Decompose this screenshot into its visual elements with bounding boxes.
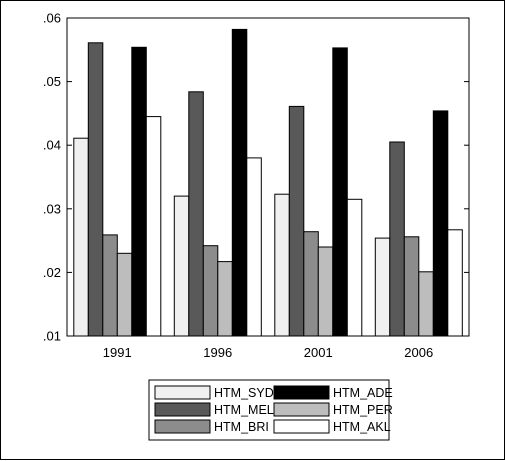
bar-htm-per-2006 (418, 271, 434, 337)
bar-htm-ade-2006 (432, 110, 449, 337)
bar-htm-ade-2001 (332, 47, 348, 337)
bar-htm-mel-1996 (188, 91, 204, 337)
y-tick-label: .05 (43, 74, 61, 89)
y-tick-label: .06 (43, 11, 61, 26)
bar-htm-per-2001 (317, 246, 334, 337)
legend: HTM_SYD HTM_ADE HTM_MEL HTM_PER HTM_BRI HTM_A… (148, 379, 393, 441)
bar-htm-per-1996 (217, 261, 233, 337)
y-tick-label: .01 (43, 329, 61, 344)
bar-htm-akl-1996 (246, 157, 262, 337)
plot-area (66, 17, 470, 337)
legend-swatch-htm-mel (154, 402, 211, 417)
bar-htm-bri-2001 (303, 231, 319, 337)
legend-swatch-htm-bri (154, 419, 211, 434)
legend-label-htm-akl: HTM_AKL (333, 420, 391, 434)
legend-swatch-htm-per (273, 402, 330, 417)
bar-htm-ade-1991 (131, 46, 147, 337)
bar-htm-syd-2001 (274, 193, 290, 337)
x-tick-label: 2001 (304, 345, 333, 360)
bar-htm-syd-1991 (73, 137, 89, 337)
bar-htm-per-1991 (116, 252, 133, 337)
bar-htm-akl-2006 (447, 229, 463, 337)
bar-htm-mel-2006 (389, 141, 405, 337)
bar-htm-mel-1991 (87, 42, 104, 337)
bar-htm-bri-1991 (102, 234, 118, 337)
x-tick-label: 1996 (203, 345, 232, 360)
axes-layer: .01 .02 .03 .04 .05 .06 1991 1996 2001 2006 (43, 11, 469, 360)
bar-htm-syd-2006 (374, 237, 391, 337)
bar-htm-akl-1991 (145, 116, 162, 337)
legend-swatch-htm-akl (273, 419, 330, 434)
y-tick-label: .02 (43, 265, 61, 280)
bar-htm-mel-2001 (288, 105, 305, 337)
legend-label-htm-syd: HTM_SYD (214, 386, 274, 400)
legend-swatch-htm-ade (273, 385, 330, 400)
y-tick-label: .03 (43, 201, 61, 216)
legend-label-htm-mel: HTM_MEL (214, 403, 274, 417)
legend-swatch-htm-syd (154, 385, 211, 400)
x-tick-label: 2006 (404, 345, 433, 360)
bar-htm-ade-1996 (231, 28, 248, 337)
legend-label-htm-bri: HTM_BRI (214, 420, 269, 434)
bar-htm-syd-1996 (173, 195, 190, 337)
bars-layer (73, 28, 463, 337)
bar-htm-bri-2006 (403, 236, 420, 337)
x-tick-label: 1991 (103, 345, 132, 360)
bar-htm-akl-2001 (346, 198, 363, 337)
legend-label-htm-per: HTM_PER (333, 403, 393, 417)
bar-htm-bri-1996 (202, 245, 219, 337)
legend-label-htm-ade: HTM_ADE (333, 386, 393, 400)
y-tick-label: .04 (43, 138, 61, 153)
